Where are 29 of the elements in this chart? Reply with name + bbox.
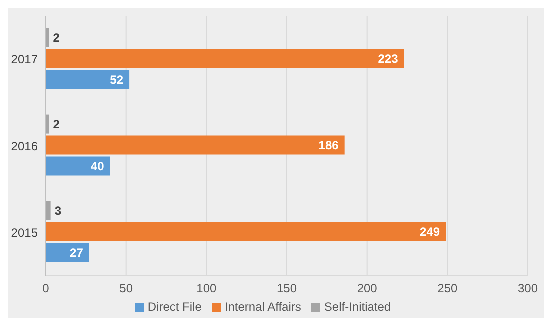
data-label: 52: [110, 72, 124, 87]
x-tick-label: 0: [42, 282, 50, 296]
data-label: 223: [378, 52, 399, 66]
x-tick-label: 200: [357, 282, 378, 296]
bar: [46, 243, 90, 262]
legend-label: Internal Affairs: [224, 300, 302, 314]
x-tick-label: 250: [438, 282, 458, 296]
bar: [46, 49, 404, 68]
data-label: 27: [70, 246, 84, 260]
data-label: 40: [90, 160, 105, 174]
legend-label: Direct File: [148, 300, 202, 314]
y-tick-label: 2015: [11, 226, 38, 240]
x-tick-label: 150: [276, 282, 298, 296]
data-label: 2: [53, 118, 60, 132]
data-label: 249: [420, 225, 440, 240]
bar: [46, 222, 446, 242]
x-tick-label: 50: [120, 282, 134, 296]
data-label: 3: [54, 204, 62, 218]
bar: [46, 201, 51, 220]
legend-label: Self-Initiated: [324, 300, 392, 314]
data-label: 2: [53, 30, 60, 45]
bar: [46, 136, 345, 155]
bar: [46, 156, 110, 176]
data-label: 186: [318, 138, 340, 152]
x-tick-label: 300: [518, 282, 538, 296]
y-tick-label: 2017: [11, 52, 38, 67]
y-tick-label: 2016: [11, 139, 38, 154]
bar: [46, 70, 130, 90]
x-tick-label: 100: [196, 282, 217, 296]
